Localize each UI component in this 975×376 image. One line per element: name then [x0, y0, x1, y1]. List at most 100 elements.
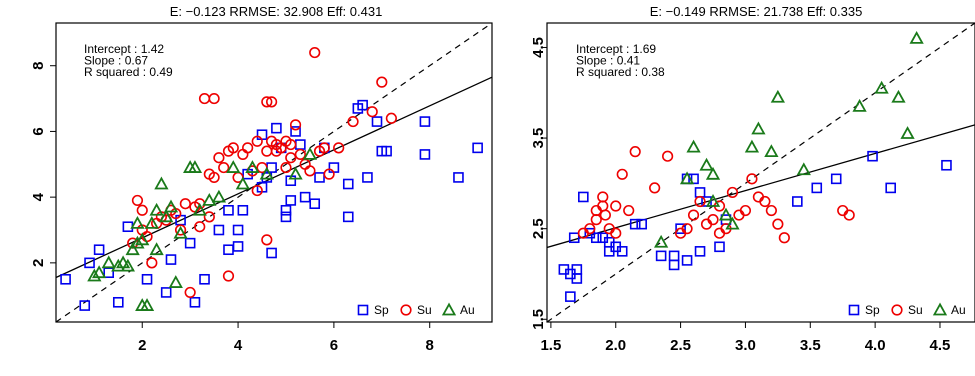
- x-tick-label: 2.5: [670, 337, 691, 354]
- point-sp: [636, 218, 647, 230]
- point-au: [168, 275, 183, 288]
- point-sp: [266, 247, 277, 259]
- point-au: [796, 162, 811, 176]
- point-sp: [309, 198, 321, 210]
- point-su: [746, 173, 758, 185]
- point-sp: [419, 116, 431, 127]
- point-sp: [223, 244, 234, 256]
- y-tick-label: 4.5: [530, 37, 547, 58]
- point-sp: [295, 139, 306, 150]
- point-su: [280, 161, 292, 174]
- legend-marker-su: [891, 304, 903, 316]
- point-au: [705, 194, 721, 207]
- point-su: [610, 200, 622, 212]
- point-sp: [941, 159, 952, 171]
- point-sp: [165, 254, 177, 265]
- point-su: [285, 138, 297, 151]
- point-su: [222, 270, 235, 282]
- point-su: [184, 286, 196, 299]
- chart-title: E: −0.123 RRMSE: 32.908 Eff: 0.431: [170, 4, 383, 19]
- point-sp: [328, 162, 340, 173]
- point-au: [725, 216, 740, 230]
- point-sp: [290, 126, 301, 137]
- point-sp: [655, 250, 667, 262]
- point-su: [323, 168, 335, 180]
- point-su: [218, 161, 230, 174]
- point-au: [259, 166, 274, 180]
- x-tick-label: 3.5: [800, 337, 821, 354]
- point-sp: [830, 173, 842, 185]
- point-sp: [590, 232, 602, 244]
- point-su: [616, 168, 628, 180]
- legend-label: Su: [908, 303, 923, 317]
- point-sp: [792, 196, 803, 207]
- point-su: [687, 209, 700, 221]
- point-au: [654, 234, 669, 248]
- point-su: [584, 223, 596, 235]
- point-au: [679, 171, 695, 185]
- point-su: [289, 119, 302, 131]
- point-au: [705, 166, 721, 180]
- point-su: [366, 106, 378, 118]
- legend-label: Sp: [374, 303, 389, 317]
- point-au: [751, 121, 766, 135]
- y-tick-label: 3.5: [530, 128, 547, 149]
- legend-label: Su: [417, 303, 432, 317]
- point-sp: [280, 204, 292, 216]
- point-au: [139, 298, 155, 311]
- point-au: [187, 160, 203, 173]
- point-au: [770, 89, 785, 103]
- x-tick-label: 8: [426, 337, 434, 354]
- point-sp: [285, 195, 297, 206]
- point-au: [173, 225, 188, 239]
- point-su: [333, 142, 345, 154]
- point-sp: [668, 250, 680, 262]
- point-sp: [342, 211, 354, 223]
- point-su: [726, 186, 739, 199]
- point-sp: [694, 187, 706, 198]
- point-su: [304, 165, 316, 177]
- point-su: [662, 150, 674, 162]
- point-su: [707, 214, 719, 226]
- point-sp: [694, 246, 706, 257]
- point-su: [599, 209, 611, 221]
- point-su: [261, 234, 273, 246]
- point-sp: [714, 241, 725, 253]
- point-su: [208, 171, 220, 184]
- fit-annotation: Intercept : 1.42: [84, 42, 164, 56]
- point-sp: [681, 255, 693, 266]
- point-sp: [867, 150, 878, 162]
- point-sp: [232, 224, 244, 236]
- point-au: [159, 209, 174, 223]
- point-sp: [141, 273, 153, 285]
- point-su: [629, 146, 641, 158]
- point-sp: [811, 182, 823, 194]
- point-sp: [381, 145, 392, 157]
- point-au: [192, 202, 207, 216]
- point-au: [288, 166, 303, 180]
- left-chart: E: −0.123 RRMSE: 32.908 Eff: 0.431 2 4 6 8 2 4…: [30, 4, 493, 354]
- point-su: [179, 198, 191, 210]
- point-su: [772, 218, 784, 230]
- point-sp: [112, 296, 124, 308]
- legend-marker-au: [932, 302, 948, 316]
- point-sp: [453, 172, 464, 183]
- point-au: [144, 215, 159, 229]
- point-au: [135, 232, 150, 246]
- point-au: [900, 126, 915, 139]
- regression-line: [547, 124, 975, 249]
- point-au: [891, 89, 906, 103]
- point-su: [318, 142, 330, 154]
- point-su: [649, 182, 661, 194]
- x-tick-label: 6: [330, 337, 338, 354]
- point-au: [101, 255, 116, 269]
- point-au: [874, 80, 889, 94]
- point-su: [590, 214, 602, 226]
- fit-annotation: Slope : 0.41: [576, 54, 640, 68]
- point-sp: [223, 204, 234, 216]
- point-su: [242, 142, 254, 154]
- point-au: [764, 144, 779, 158]
- x-tick-label: 4: [234, 337, 243, 354]
- point-sp: [371, 116, 383, 127]
